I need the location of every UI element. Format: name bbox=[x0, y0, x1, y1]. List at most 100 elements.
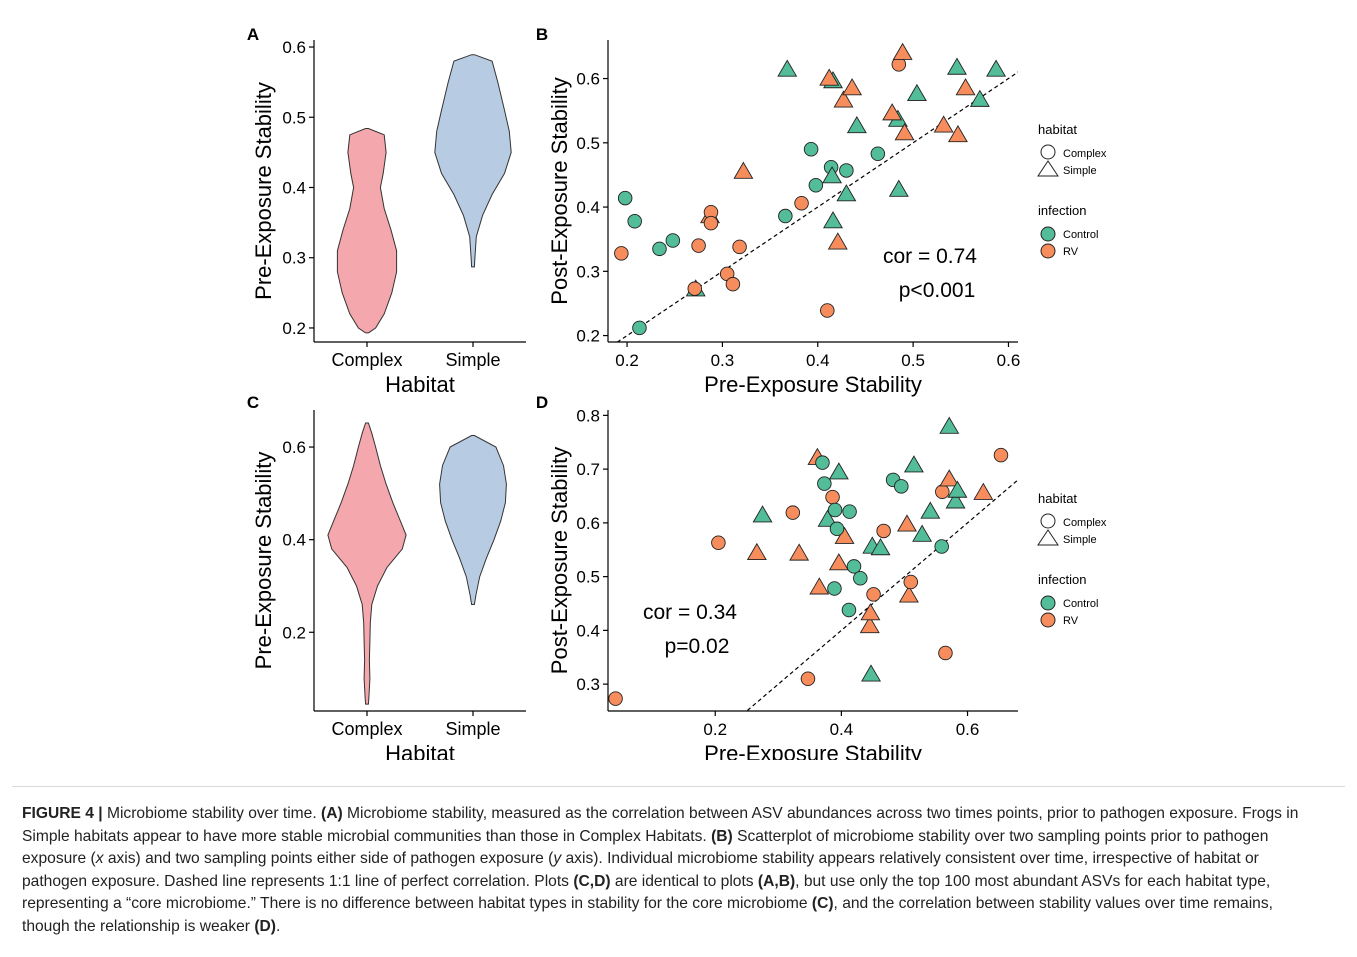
y-axis-title: Pre-Exposure Stability bbox=[251, 452, 276, 670]
legend-control-icon bbox=[1040, 226, 1056, 242]
data-point-triangle bbox=[903, 455, 924, 473]
y-tick-label: 0.6 bbox=[576, 70, 600, 89]
y-tick-label: 0.4 bbox=[576, 621, 600, 640]
data-point-triangle bbox=[945, 491, 966, 509]
caption-run: axis). Individual microbiome stability a… bbox=[22, 850, 1259, 890]
data-point-circle bbox=[842, 504, 857, 519]
y-tick-label: 0.5 bbox=[282, 108, 306, 127]
caption-run: , but use only the top 100 most abundant… bbox=[22, 872, 1271, 913]
y-tick-label: 0.5 bbox=[576, 134, 600, 153]
panel-label: C bbox=[247, 393, 259, 412]
data-point-circle bbox=[815, 455, 830, 470]
data-point-circle bbox=[632, 320, 647, 336]
caption-run: , and the correlation between stability … bbox=[22, 895, 1273, 935]
data-point-circle bbox=[800, 671, 816, 687]
x-tick-label: 0.6 bbox=[997, 351, 1021, 370]
data-point-circle bbox=[846, 559, 862, 574]
data-point-circle bbox=[839, 163, 854, 178]
panel-b: B 0.2 0.3 0.4 0.5 0.6 0.2 0.3 0.4 0.5 0.6 cor = 0.7… bbox=[536, 25, 1107, 397]
data-point-circle bbox=[827, 502, 843, 518]
y-axis-title: Post-Exposure Stability bbox=[547, 447, 572, 674]
data-point-triangle bbox=[897, 514, 917, 532]
data-point-circle bbox=[608, 691, 623, 706]
data-point-circle bbox=[841, 602, 857, 618]
correlation-annotation: cor = 0.74 bbox=[883, 245, 977, 268]
data-point-circle bbox=[703, 215, 719, 231]
data-point-circle bbox=[935, 484, 950, 499]
data-point-triangle bbox=[882, 103, 903, 121]
data-point-triangle bbox=[789, 543, 810, 561]
caption-run: axis) and two sampling points either sid… bbox=[103, 850, 554, 867]
legend-title-infection: infection bbox=[1038, 203, 1086, 218]
y-tick-label: 0.3 bbox=[576, 675, 600, 694]
data-point-circle bbox=[665, 233, 681, 248]
panel-d: D 0.3 0.4 0.5 0.6 0.7 0.8 0.2 0.4 0.6 cor = 0.34 p=… bbox=[536, 393, 1107, 760]
y-tick-label: 0.2 bbox=[282, 319, 306, 338]
data-point-circle bbox=[617, 190, 633, 206]
data-point-triangle bbox=[986, 59, 1007, 77]
data-point-triangle bbox=[833, 90, 854, 108]
y-tick-label: 0.6 bbox=[282, 438, 306, 457]
caption-run: . bbox=[275, 917, 281, 935]
legend-item-complex: Complex bbox=[1063, 517, 1107, 529]
data-point-triangle bbox=[834, 526, 855, 544]
data-point-circle bbox=[870, 146, 886, 161]
data-point-triangle bbox=[828, 462, 849, 480]
data-point-triangle bbox=[819, 68, 840, 86]
p-value-annotation: p=0.02 bbox=[665, 635, 730, 658]
legend-triangle-icon bbox=[1037, 160, 1059, 177]
x-tick-label: 0.4 bbox=[806, 351, 830, 370]
violin-complex bbox=[327, 422, 407, 705]
x-tick-label: Simple bbox=[445, 719, 500, 739]
data-point-triangle bbox=[860, 603, 881, 621]
x-tick-label: 0.5 bbox=[901, 351, 925, 370]
figure-4: A 0.2 0.3 0.4 0.5 0.6 Complex Simple Habitat Pre-… bbox=[247, 25, 1107, 760]
data-point-circle bbox=[725, 276, 741, 292]
legend: habitat Complex Simple infection Control RV bbox=[1037, 491, 1107, 628]
x-tick-label: 0.2 bbox=[703, 720, 727, 739]
violin-simple bbox=[434, 54, 512, 268]
caption-run: x bbox=[95, 850, 104, 867]
x-axis-title: Pre-Exposure Stability bbox=[704, 741, 922, 760]
data-point-triangle bbox=[870, 538, 891, 556]
data-point-triangle bbox=[894, 123, 915, 141]
legend-triangle-icon bbox=[1037, 529, 1059, 546]
y-axis-title: Post-Exposure Stability bbox=[547, 77, 572, 304]
data-point-circle bbox=[691, 238, 706, 253]
caption-run: are identical to plots bbox=[610, 872, 758, 890]
data-point-triangle bbox=[733, 161, 754, 179]
data-point-circle bbox=[866, 587, 881, 602]
data-point-triangle bbox=[752, 505, 773, 523]
data-point-triangle bbox=[912, 524, 933, 542]
legend-control-icon bbox=[1040, 595, 1056, 611]
data-point-triangle bbox=[861, 664, 882, 682]
panel-label: B bbox=[536, 25, 548, 44]
caption-run: (C,D) bbox=[573, 872, 611, 890]
y-tick-label: 0.5 bbox=[576, 568, 600, 587]
caption-run: (B) bbox=[711, 827, 733, 845]
caption-run: (A,B) bbox=[757, 872, 796, 890]
data-point-circle bbox=[829, 521, 845, 537]
x-tick-label: Complex bbox=[331, 350, 402, 370]
legend-rv-icon bbox=[1040, 612, 1056, 628]
legend-circle-icon bbox=[1040, 513, 1056, 529]
y-tick-label: 0.6 bbox=[282, 38, 306, 57]
data-point-triangle bbox=[946, 57, 967, 75]
data-point-circle bbox=[652, 241, 667, 257]
data-point-circle bbox=[803, 141, 819, 157]
data-point-circle bbox=[817, 476, 832, 491]
legend-item-control: Control bbox=[1063, 598, 1098, 610]
panel-c: C 0.2 0.4 0.6 Complex Simple Habitat Pre-Exposu… bbox=[247, 393, 526, 760]
legend-item-rv: RV bbox=[1063, 246, 1079, 258]
data-point-triangle bbox=[892, 42, 913, 60]
data-point-circle bbox=[711, 535, 726, 551]
panel-label: D bbox=[536, 393, 548, 412]
data-point-triangle bbox=[947, 125, 968, 143]
data-point-circle bbox=[894, 479, 909, 494]
caption-label: FIGURE 4 | bbox=[22, 805, 103, 822]
data-point-triangle bbox=[969, 89, 990, 107]
x-tick-label: 0.4 bbox=[830, 720, 854, 739]
data-point-triangle bbox=[827, 232, 848, 250]
